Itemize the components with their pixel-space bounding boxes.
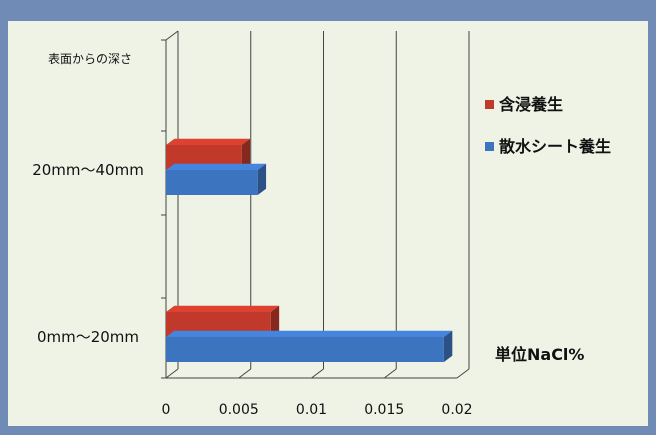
legend-label-water-sheet: 散水シート養生 (499, 137, 611, 156)
bar (166, 330, 453, 362)
legend-swatch-impregnation (485, 100, 494, 109)
floor-tick (311, 368, 324, 379)
y-axis-title: 表面からの深さ (48, 52, 132, 66)
legend-swatch-water-sheet (485, 142, 494, 151)
category-label: 0mm～20mm (37, 328, 139, 346)
grid (161, 30, 470, 379)
legend-label-impregnation: 含浸養生 (499, 95, 563, 114)
x-tick-label: 0.005 (219, 402, 259, 418)
axis-corner (165, 30, 179, 41)
floor-tick (165, 368, 179, 379)
floor-tick (456, 368, 470, 379)
floor-tick (383, 368, 397, 379)
bars (166, 138, 453, 362)
bar (166, 163, 267, 195)
floor-tick (238, 368, 252, 379)
x-tick-label: 0.015 (364, 402, 404, 418)
x-tick-label: 0 (162, 402, 171, 418)
category-label: 20mm～40mm (32, 161, 144, 179)
x-tick-label: 0.02 (441, 402, 472, 418)
x-tick-labels: 0 0.005 0.01 0.015 0.02 (162, 402, 473, 418)
unit-label: 単位NaCl% (495, 345, 584, 364)
x-tick-label: 0.01 (296, 402, 327, 418)
category-labels: 0mm～20mm 20mm～40mm (32, 161, 144, 346)
